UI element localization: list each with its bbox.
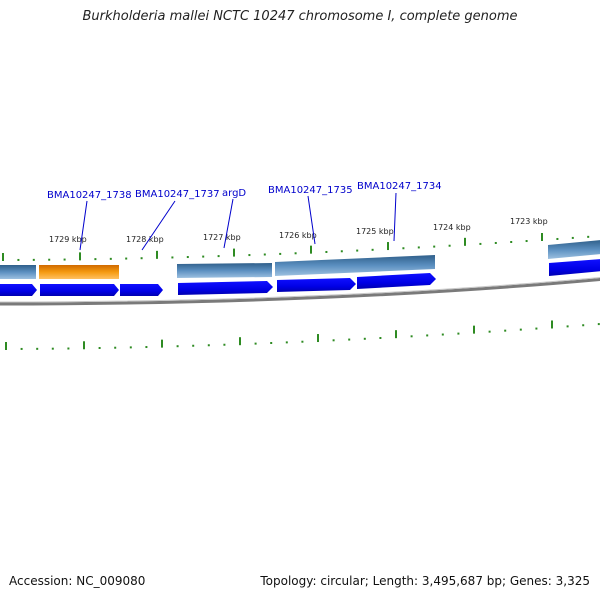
feature-block[interactable] [0,265,36,279]
kbp-label: 1727 kbp [203,233,241,242]
label-leader [393,192,397,242]
label-leader [223,198,234,249]
accession-label: Accession: NC_009080 [9,574,146,588]
gene-arrow[interactable] [357,273,436,289]
gene-label-bma10247-1738[interactable]: BMA10247_1738 [47,190,132,201]
gene-label-bma10247-1737[interactable]: BMA10247_1737 [135,189,220,200]
gene-label-argd[interactable]: argD [222,188,246,199]
gene-arrow[interactable] [40,284,119,296]
genome-title: Burkholderia mallei NCTC 10247 chromosom… [82,9,518,24]
gene-arrow[interactable] [0,284,37,296]
gene-label-bma10247-1735[interactable]: BMA10247_1735 [268,185,353,196]
feature-block[interactable] [548,240,600,259]
kbp-label: 1723 kbp [510,217,548,226]
gene-labels: BMA10247_1738 BMA10247_1737 argD BMA1024… [47,181,442,201]
feature-block[interactable] [275,255,435,276]
gene-arrow[interactable] [120,284,163,296]
kbp-scale: 1729 kbp 1728 kbp 1727 kbp 1726 kbp 1725… [49,217,548,244]
tick-row-lower [5,320,600,350]
feature-track [0,240,600,279]
feature-block[interactable] [177,263,272,278]
gene-arrow[interactable] [178,281,273,295]
gene-track [0,259,600,296]
label-leader [79,200,88,251]
kbp-label: 1729 kbp [49,235,87,244]
gene-arrow[interactable] [549,259,600,276]
chromosome-backbone [0,277,600,306]
chromosome-backbone-highlight [0,276,600,303]
kbp-label: 1724 kbp [433,223,471,232]
kbp-label: 1728 kbp [126,235,164,244]
gene-arrow[interactable] [277,278,356,292]
gene-label-bma10247-1734[interactable]: BMA10247_1734 [357,181,442,192]
label-leader [141,200,176,251]
feature-block-orange[interactable] [39,265,119,279]
kbp-label: 1725 kbp [356,227,394,236]
tick-row-upper [2,233,590,261]
label-leader [307,195,316,245]
label-leaders [79,192,397,251]
genome-summary: Topology: circular; Length: 3,495,687 bp… [260,574,590,588]
kbp-label: 1726 kbp [279,231,317,240]
